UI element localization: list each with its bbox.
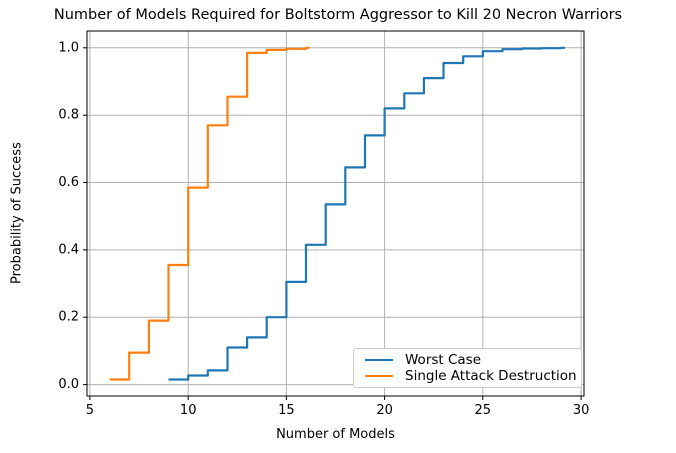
y-tick-label: 0.2 [58, 310, 79, 325]
y-axis-label: Probability of Success [9, 142, 25, 285]
x-tick-label: 5 [86, 403, 94, 418]
y-tick-label: 0.8 [58, 108, 79, 123]
y-tick-label: 0.6 [58, 175, 79, 190]
legend-item-single-attack-destruction: Single Attack Destruction [360, 368, 577, 385]
legend: Worst Case Single Attack Destruction [353, 348, 582, 388]
x-tick-label: 10 [180, 403, 197, 418]
x-axis-label: Number of Models [276, 427, 395, 442]
series-line-single-attack-destruction [109, 46, 310, 381]
y-tick-label: 1.0 [58, 40, 79, 55]
single-attack-destruction-line-swatch [365, 375, 393, 378]
x-tick-label: 15 [278, 403, 295, 418]
legend-label-worst-case: Worst Case [405, 351, 482, 368]
chart-title: Number of Models Required for Boltstorm … [53, 7, 623, 23]
x-tick-label: 25 [475, 403, 492, 418]
legend-label-single-attack-destruction: Single Attack Destruction [405, 368, 577, 385]
legend-item-worst-case: Worst Case [360, 352, 575, 368]
plot-border [86, 30, 585, 397]
series-line-worst-case [168, 46, 565, 381]
worst-case-line-swatch [365, 358, 393, 361]
y-tick-label: 0.4 [58, 242, 79, 257]
x-tick-label: 20 [376, 403, 393, 418]
x-tick-label: 30 [573, 403, 590, 418]
y-tick-label: 0.0 [58, 377, 79, 392]
